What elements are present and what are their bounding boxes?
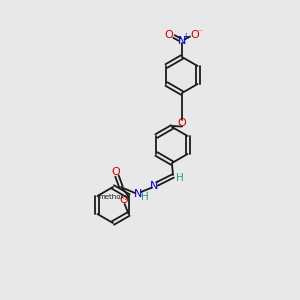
Text: N: N [134, 189, 142, 199]
Text: N: N [150, 181, 158, 191]
Text: N: N [178, 36, 186, 46]
Text: H: H [176, 173, 184, 183]
Text: ⁻: ⁻ [198, 28, 202, 37]
Text: methoxy: methoxy [98, 194, 129, 200]
Text: O: O [165, 30, 173, 40]
Text: O: O [190, 30, 200, 40]
Text: O: O [119, 195, 128, 205]
Text: O: O [178, 118, 186, 128]
Text: O: O [112, 167, 120, 177]
Text: +: + [182, 32, 189, 41]
Text: H: H [141, 192, 149, 202]
